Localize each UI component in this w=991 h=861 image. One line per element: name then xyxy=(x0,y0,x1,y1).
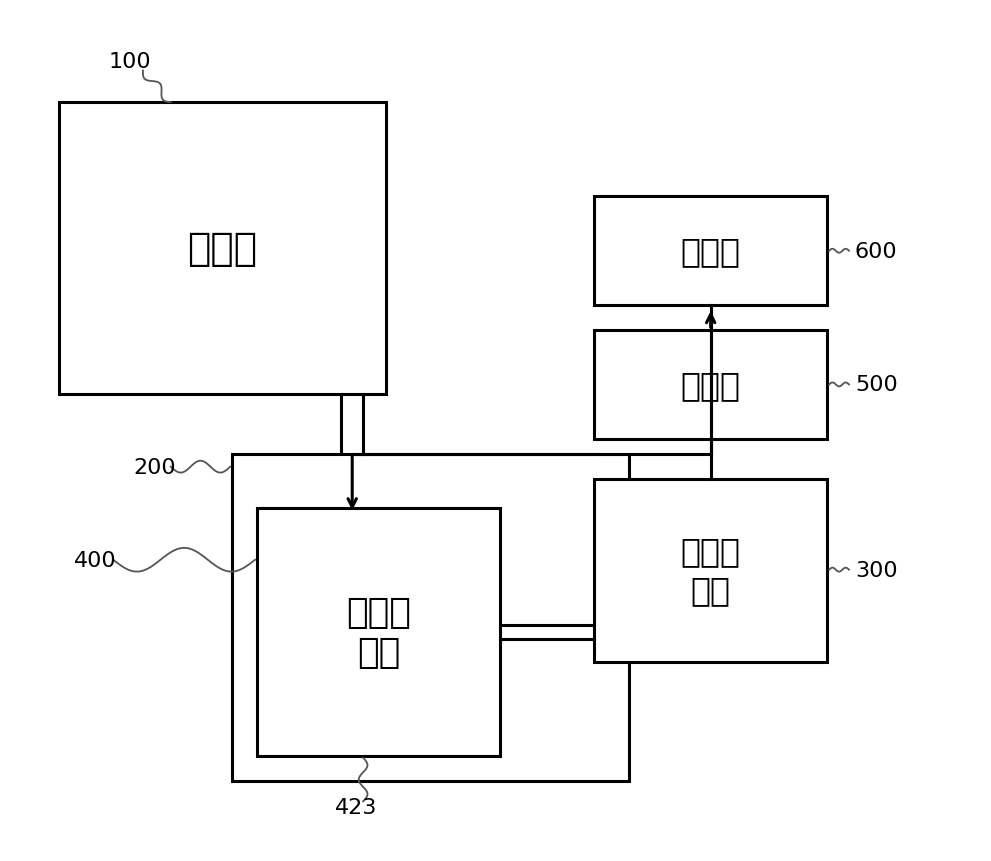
Text: 检测部: 检测部 xyxy=(681,369,740,401)
Text: 100: 100 xyxy=(108,52,151,71)
Bar xyxy=(595,331,827,439)
Bar xyxy=(595,197,827,306)
Text: 200: 200 xyxy=(133,457,175,477)
Bar xyxy=(58,103,385,395)
Text: 400: 400 xyxy=(73,550,116,570)
Text: 300: 300 xyxy=(855,560,898,580)
Text: 500: 500 xyxy=(855,375,898,395)
Text: 600: 600 xyxy=(855,241,898,262)
Bar xyxy=(232,455,629,781)
Text: 控制部: 控制部 xyxy=(681,235,740,268)
Text: 发光二
极管: 发光二 极管 xyxy=(346,596,411,669)
Text: 423: 423 xyxy=(335,797,378,817)
Text: 储水箱: 储水箱 xyxy=(187,230,258,268)
Bar xyxy=(595,479,827,662)
Text: 取水水
龙头: 取水水 龙头 xyxy=(681,535,740,606)
Bar xyxy=(257,509,500,756)
